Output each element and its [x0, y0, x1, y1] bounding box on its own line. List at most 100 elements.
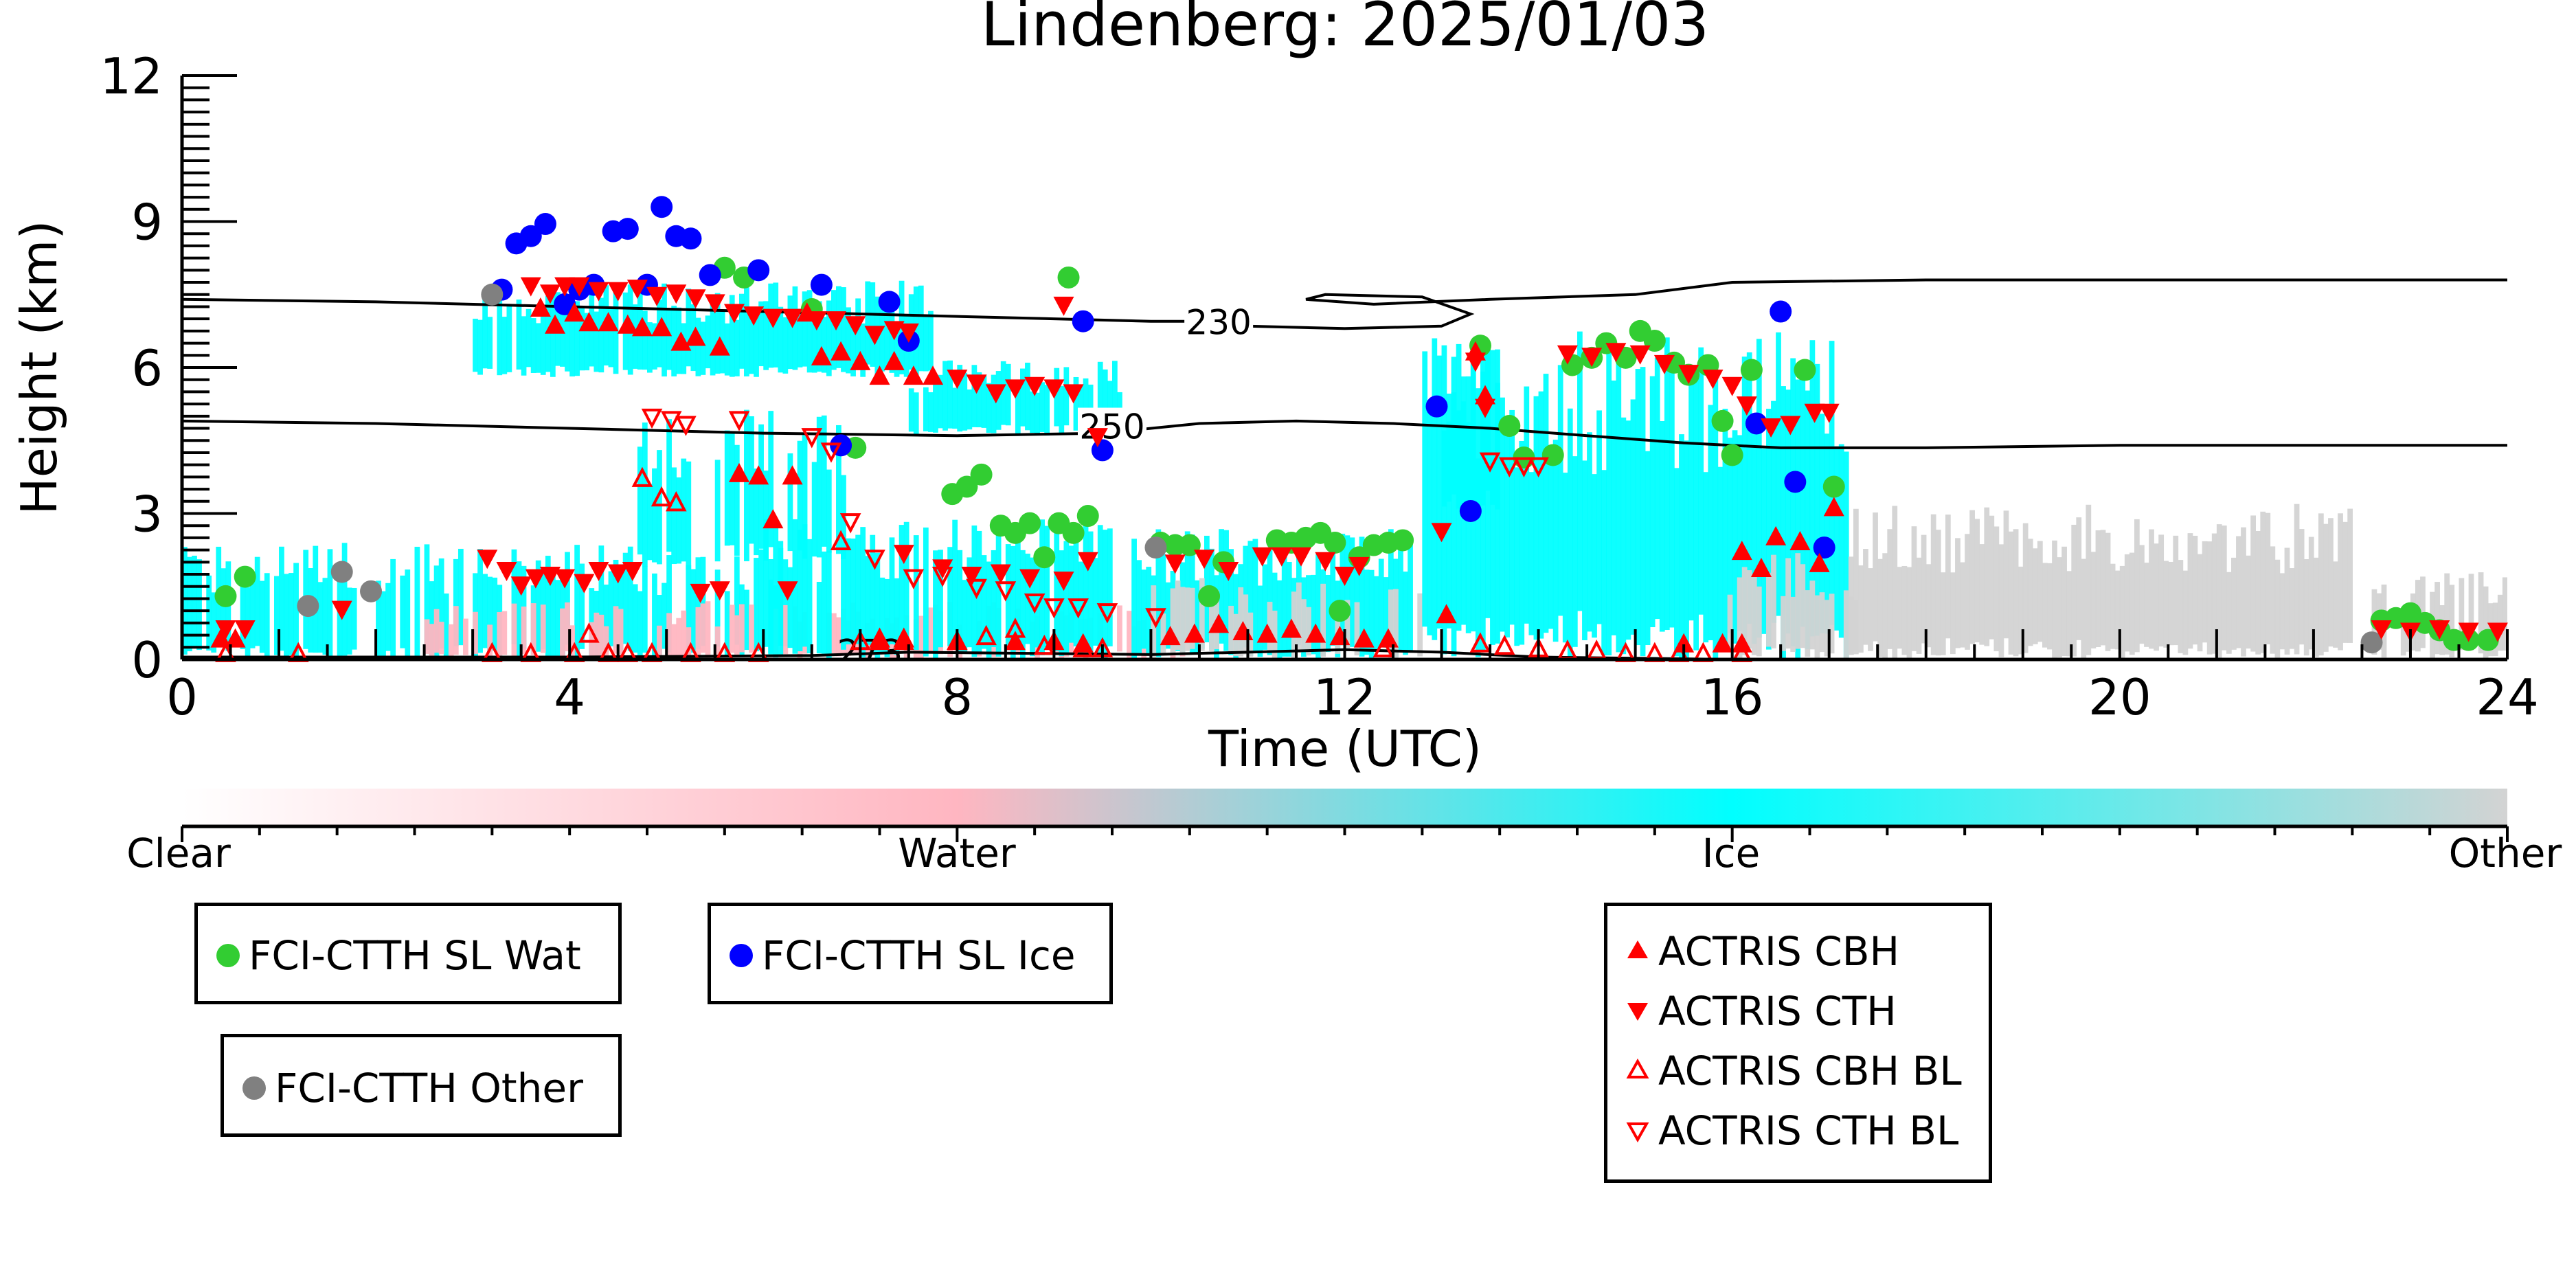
actris-cbh-bl-point	[651, 486, 673, 507]
mask-column	[1301, 599, 1307, 651]
mask-column	[1344, 535, 1351, 642]
mask-column	[768, 579, 774, 655]
mask-column	[1955, 538, 1961, 648]
mask-column	[826, 550, 832, 659]
mask-column	[1107, 381, 1113, 430]
actris-cbh-point	[530, 297, 551, 317]
fci-ctth-sl-wat-point	[234, 565, 256, 588]
mask-column	[1649, 376, 1656, 628]
actris-cbh-point	[1750, 557, 1772, 577]
mask-column	[545, 295, 551, 372]
mask-column	[492, 577, 498, 651]
mask-column	[938, 550, 943, 648]
mask-column	[1354, 602, 1360, 656]
mask-column	[2342, 521, 2348, 643]
mask-column	[1441, 430, 1447, 655]
mask-column	[1219, 529, 1224, 644]
mask-column	[497, 612, 503, 658]
y-tick-label: 9	[131, 194, 163, 251]
mask-column	[2158, 534, 2165, 647]
actris-cth-point	[1053, 296, 1074, 316]
mask-column	[1175, 580, 1181, 650]
mask-column	[487, 624, 493, 659]
mask-column	[1311, 574, 1316, 655]
actris-cbh-bl-point	[1004, 618, 1026, 638]
legend-fci-wat-ice-box: FCI-CTTH SL Wat	[194, 903, 622, 1004]
mask-column	[686, 565, 692, 655]
mask-column	[773, 521, 779, 658]
fci-ctth-sl-wat-point	[1711, 409, 1734, 432]
mask-column	[738, 293, 745, 369]
actris-cth-bl-point	[1528, 457, 1549, 477]
mask-column	[695, 607, 701, 657]
legend-fci-ice-box: FCI-CTTH SL Ice	[708, 903, 1113, 1004]
actris-cth-point	[723, 304, 745, 324]
mask-column	[2202, 541, 2208, 643]
actris-cbh-point	[811, 346, 832, 365]
fci-ctth-sl-ice-point	[651, 196, 673, 218]
mask-column	[2400, 609, 2406, 656]
mask-column	[2178, 560, 2184, 653]
mask-column	[754, 468, 759, 556]
legend-item-actris-cth: ACTRIS CTH	[1607, 981, 1989, 1041]
fci-ctth-sl-wat-point	[1822, 475, 1845, 498]
mask-column	[1722, 409, 1728, 651]
mask-column	[846, 538, 851, 645]
mask-column	[1495, 383, 1500, 510]
mask-column	[2434, 582, 2440, 655]
mask-column	[928, 607, 934, 654]
mask-column	[1935, 530, 1941, 656]
mask-column	[1974, 519, 1980, 643]
mask-column	[1965, 534, 1970, 650]
mask-column	[206, 575, 212, 651]
legend-item-fci-wat: FCI-CTTH SL Wat	[198, 925, 618, 986]
mask-column	[1465, 376, 1471, 511]
mask-column	[652, 573, 657, 656]
mask-column	[2192, 535, 2198, 645]
actris-cbh-point	[651, 317, 673, 337]
actris-cth-point	[1193, 550, 1214, 569]
actris-cbh-point	[831, 341, 852, 361]
x-tick-label: 8	[941, 668, 973, 726]
mask-column	[530, 603, 536, 655]
mask-column	[2211, 533, 2217, 654]
mask-column	[700, 603, 706, 653]
mask-column	[666, 308, 672, 370]
mask-column	[196, 559, 202, 651]
mask-column	[2444, 573, 2450, 655]
x-tick-label: 4	[554, 668, 585, 726]
fci-ctth-sl-wat-point	[1057, 266, 1080, 289]
mask-column	[608, 308, 614, 368]
mask-column	[778, 306, 784, 373]
mask-column	[952, 387, 958, 429]
colorbar-label-water: Water	[898, 830, 1016, 877]
mask-column	[889, 537, 895, 644]
fci-ctth-sl-ice-point	[1770, 300, 1792, 323]
actris-cth-point	[622, 561, 643, 581]
mask-column	[1572, 456, 1578, 647]
mask-column	[894, 578, 900, 655]
mask-column	[874, 552, 881, 659]
mask-column	[1698, 347, 1704, 615]
actris-cth-bl-point	[839, 513, 861, 534]
actris-cth-point	[510, 576, 532, 596]
mask-column	[666, 555, 672, 653]
mask-column	[1078, 561, 1084, 653]
mask-column	[1669, 353, 1675, 628]
mask-column	[1325, 574, 1331, 653]
mask-column	[473, 611, 478, 654]
mask-column	[860, 323, 866, 377]
mask-column	[2318, 513, 2324, 656]
mask-column	[1785, 558, 1791, 649]
mask-column	[1388, 589, 1394, 658]
mask-column	[1262, 564, 1268, 650]
actris-cth-point	[883, 321, 905, 341]
mask-column	[182, 547, 188, 655]
actris-cbh-point	[1809, 552, 1830, 572]
mask-column	[240, 577, 246, 650]
mask-column	[2163, 561, 2169, 648]
mask-column	[1165, 582, 1171, 649]
actris-cth-bl-point	[1067, 598, 1089, 619]
mask-column	[1199, 578, 1205, 651]
mask-column	[1979, 544, 1985, 645]
